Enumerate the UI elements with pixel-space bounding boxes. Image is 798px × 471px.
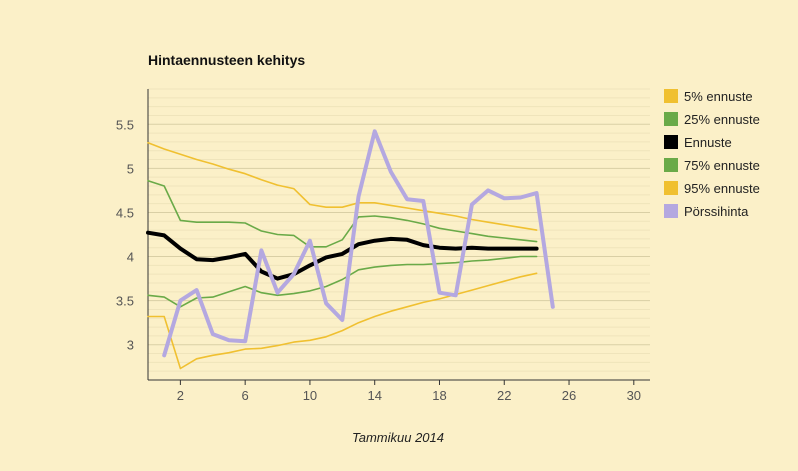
series-lines bbox=[146, 129, 555, 370]
series-line bbox=[162, 129, 555, 358]
legend-label: Pörssihinta bbox=[684, 204, 749, 219]
series-line bbox=[146, 230, 539, 281]
y-tick-label: 5 bbox=[127, 161, 134, 176]
legend-label: 5% ennuste bbox=[684, 89, 753, 104]
x-tick-label: 10 bbox=[303, 388, 317, 403]
legend-swatch bbox=[664, 158, 678, 172]
x-tick-label: 6 bbox=[242, 388, 249, 403]
x-tick-label: 14 bbox=[367, 388, 381, 403]
series-line bbox=[147, 255, 538, 308]
series-line bbox=[147, 272, 538, 370]
legend-swatch bbox=[664, 204, 678, 218]
x-tick-label: 30 bbox=[627, 388, 641, 403]
legend: 5% ennuste 25% ennuste Ennuste 75% ennuste 9… bbox=[664, 89, 760, 219]
x-tick-label: 22 bbox=[497, 388, 511, 403]
chart-title: Hintaennusteen kehitys bbox=[148, 52, 305, 68]
axes: 33.544.555.52 6 10 14 18 22 26 30 bbox=[116, 89, 650, 403]
x-axis-label: Tammikuu 2014 bbox=[352, 430, 444, 445]
legend-swatch bbox=[664, 135, 678, 149]
legend-swatch bbox=[664, 112, 678, 126]
series-line bbox=[147, 179, 538, 248]
series-line bbox=[147, 142, 538, 231]
y-tick-label: 4 bbox=[127, 250, 134, 265]
legend-swatch bbox=[664, 181, 678, 195]
x-tick-label: 26 bbox=[562, 388, 576, 403]
legend-label: 95% ennuste bbox=[684, 181, 760, 196]
legend-label: 75% ennuste bbox=[684, 158, 760, 173]
legend-label: Ennuste bbox=[684, 135, 732, 150]
y-tick-label: 3.5 bbox=[116, 294, 134, 309]
legend-swatch bbox=[664, 89, 678, 103]
y-tick-label: 5.5 bbox=[116, 117, 134, 132]
x-tick-label: 2 bbox=[177, 388, 184, 403]
legend-label: 25% ennuste bbox=[684, 112, 760, 127]
y-tick-label: 4.5 bbox=[116, 205, 134, 220]
x-tick-label: 18 bbox=[432, 388, 446, 403]
y-tick-label: 3 bbox=[127, 338, 134, 353]
